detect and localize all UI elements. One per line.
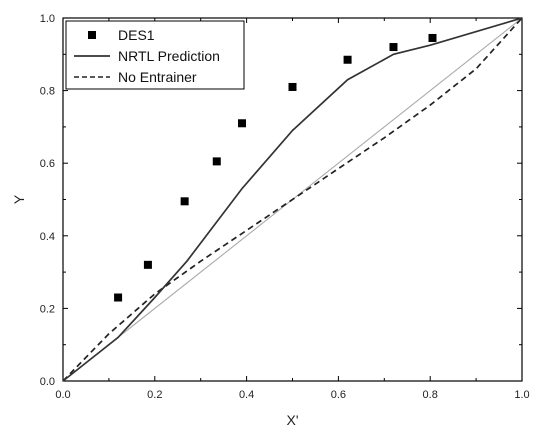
- y-tick-label: 0.4: [40, 231, 55, 243]
- legend-label-des1: DES1: [118, 27, 155, 43]
- des1-point: [389, 43, 398, 52]
- nrtl-prediction-line: [62, 17, 523, 382]
- x-tick-label: 0.4: [239, 389, 254, 401]
- y-axis-title: Y: [11, 194, 27, 204]
- x-axis-title: X': [286, 412, 298, 428]
- x-tick-label: 0.8: [423, 389, 438, 401]
- legend-label-no-entrainer: No Entrainer: [118, 69, 197, 85]
- des1-point: [212, 157, 221, 166]
- y-tick-label: 0.8: [40, 86, 55, 98]
- y-tick-label: 0.6: [40, 158, 55, 170]
- legend-item-des1: DES1: [88, 27, 155, 43]
- no-entrainer-line: [62, 17, 523, 382]
- des1-point: [288, 82, 297, 91]
- y-tick-label: 0.0: [40, 376, 55, 388]
- series-layer: [62, 17, 523, 382]
- legend: DES1 NRTL Prediction No Entrainer: [65, 20, 245, 90]
- legend-item-nrtl-prediction: NRTL Prediction: [74, 48, 220, 64]
- des1-point: [143, 260, 152, 269]
- x-tick-label: 1.0: [514, 389, 529, 401]
- x-tick-label: 0.0: [55, 389, 70, 401]
- des1-point: [114, 293, 123, 302]
- y-tick-label: 0.2: [40, 303, 55, 315]
- des1-point: [428, 33, 437, 42]
- des1-point: [238, 119, 247, 128]
- des1-point: [180, 197, 189, 206]
- y-tick-label: 1.0: [40, 13, 55, 25]
- legend-label-nrtl-prediction: NRTL Prediction: [118, 48, 220, 64]
- legend-item-no-entrainer: No Entrainer: [74, 69, 197, 85]
- x-tick-label: 0.2: [147, 389, 162, 401]
- x-tick-label: 0.6: [331, 389, 346, 401]
- legend-marker-square: [88, 31, 96, 39]
- des1-point: [343, 55, 352, 64]
